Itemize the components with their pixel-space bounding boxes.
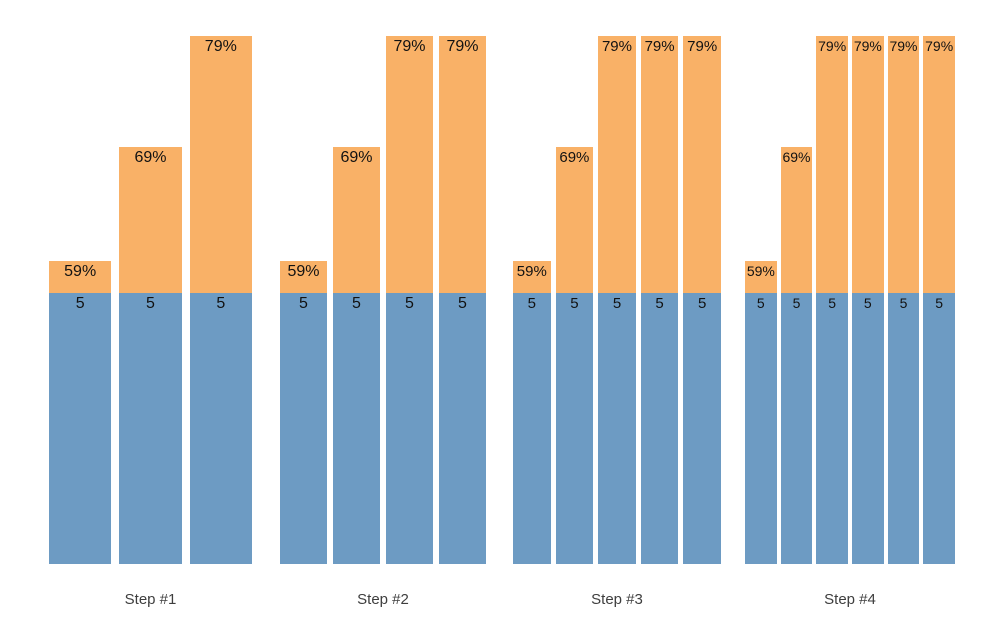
base-segment: 5 [923,293,955,564]
bar: 69% 5 [555,147,594,564]
base-segment: 5 [513,293,551,564]
top-segment: 59% [513,261,551,293]
bar: 79% 5 [386,36,433,564]
base-segment: 5 [386,293,433,564]
bar: 79% 5 [683,36,721,564]
top-segment: 59% [49,261,112,293]
value-label: 5 [828,295,837,311]
percent-label: 69% [782,149,811,165]
bar: 59% 5 [49,261,112,564]
value-label: 5 [299,295,308,312]
base-segment: 5 [816,293,848,564]
top-segment: 79% [439,36,486,293]
percent-label: 79% [204,38,237,55]
value-label: 5 [792,295,801,311]
bar: 59% 5 [745,261,777,564]
value-label: 5 [352,295,361,312]
facet-label: Step #2 [357,591,409,608]
bar: 69% 5 [119,147,182,564]
percent-label: 79% [644,38,675,55]
base-segment: 5 [189,293,252,564]
top-segment: 79% [816,36,848,293]
percent-label: 79% [889,38,918,54]
bar: 79% 5 [189,36,252,564]
percent-label: 79% [818,38,847,54]
top-segment: 79% [923,36,955,293]
facet-label: Step #3 [591,591,643,608]
percent-label: 59% [64,263,97,280]
value-label: 5 [899,295,908,311]
percent-label: 59% [287,263,320,280]
base-segment: 5 [852,293,884,564]
base-segment: 5 [280,293,327,564]
value-label: 5 [405,295,414,312]
percent-label: 79% [446,38,479,55]
value-label: 5 [216,295,226,312]
top-segment: 69% [333,147,380,293]
percent-label: 79% [687,38,718,55]
bar: 59% 5 [280,261,327,564]
top-segment: 69% [119,147,182,293]
bar: 69% 5 [333,147,380,564]
value-label: 5 [655,295,664,312]
base-segment: 5 [745,293,777,564]
bar: 69% 5 [780,147,813,564]
bar: 79% 5 [852,36,884,564]
percent-label: 79% [601,38,632,55]
facet-label: Step #4 [824,591,876,608]
facet-label: Step #1 [124,591,177,608]
base-segment: 5 [598,293,636,564]
top-segment: 69% [555,147,594,293]
bar: 79% 5 [816,36,848,564]
bar: 79% 5 [439,36,486,564]
top-segment: 79% [852,36,884,293]
top-segment: 59% [745,261,777,293]
base-segment: 5 [439,293,486,564]
top-segment: 79% [386,36,433,293]
value-label: 5 [756,295,765,311]
top-segment: 79% [887,36,920,293]
base-segment: 5 [683,293,721,564]
value-label: 5 [612,295,622,312]
top-segment: 79% [598,36,636,293]
top-segment: 79% [640,36,679,293]
value-label: 5 [146,295,155,312]
base-segment: 5 [555,293,594,564]
percent-label: 59% [516,263,547,280]
top-segment: 79% [189,36,252,293]
value-label: 5 [527,295,536,312]
base-segment: 5 [780,293,813,564]
percent-label: 79% [393,38,426,55]
percent-label: 59% [746,263,775,279]
base-segment: 5 [640,293,679,564]
percent-label: 79% [925,38,954,54]
value-label: 5 [935,295,944,311]
base-segment: 5 [333,293,380,564]
top-segment: 59% [280,261,327,293]
value-label: 5 [570,295,579,312]
value-label: 5 [863,295,872,311]
base-segment: 5 [49,293,112,564]
value-label: 5 [458,295,467,312]
percent-label: 79% [853,38,882,54]
bar: 79% 5 [887,36,920,564]
base-segment: 5 [119,293,182,564]
percent-label: 69% [340,149,373,166]
bar: 79% 5 [923,36,955,564]
value-label: 5 [698,295,707,312]
bar: 59% 5 [513,261,551,564]
top-segment: 79% [683,36,721,293]
top-segment: 69% [780,147,813,293]
base-segment: 5 [887,293,920,564]
value-label: 5 [75,295,85,312]
percent-label: 69% [134,149,167,166]
percent-label: 69% [559,149,590,166]
bar: 79% 5 [598,36,636,564]
bar: 79% 5 [640,36,679,564]
